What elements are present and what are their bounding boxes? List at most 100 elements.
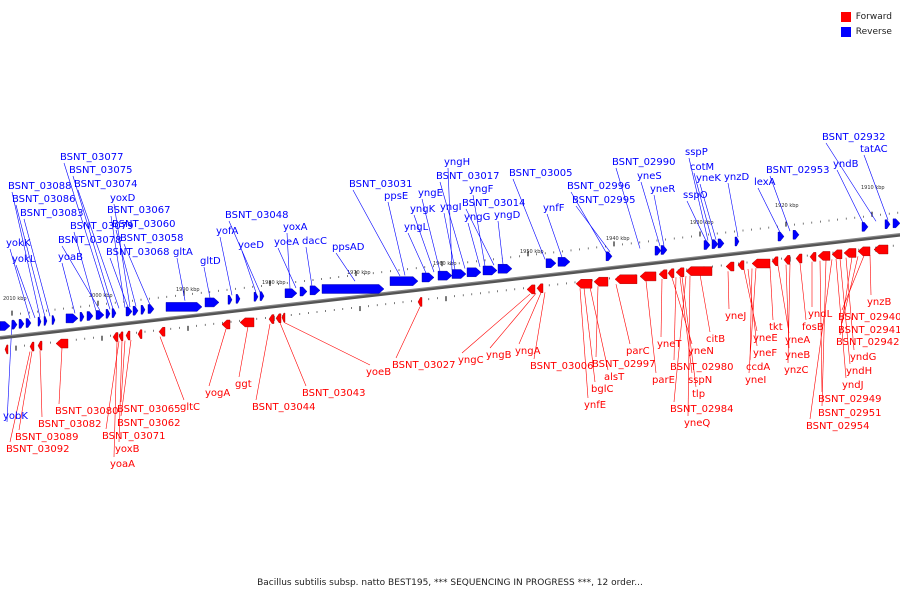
reverse-gene-arrow: [299, 286, 308, 297]
reverse-gene-arrow: [0, 321, 11, 331]
forward-gene-arrow: [751, 258, 771, 269]
gene-label: gltC: [180, 402, 200, 413]
gene-label: BSNT_03014: [462, 198, 525, 209]
reverse-gene-arrow: [25, 318, 32, 328]
leader-line: [688, 157, 709, 241]
gene-label: BSNT_03082: [38, 419, 101, 430]
gene-label: yngE: [418, 188, 443, 199]
reverse-gene-arrow: [235, 294, 241, 304]
axis-tick-label: 1920 kbp: [775, 203, 799, 209]
reverse-gene-arrow: [79, 312, 85, 322]
reverse-gene-arrow: [147, 304, 155, 314]
gene-label: yneR: [650, 184, 675, 195]
leader-line: [120, 339, 132, 417]
leader-line: [615, 167, 641, 249]
gene-label: yngL: [404, 222, 429, 233]
gene-label: yneQ: [684, 418, 710, 429]
reverse-gene-arrow: [204, 297, 220, 308]
reverse-gene-arrow: [884, 219, 891, 229]
reverse-gene-arrow: [253, 292, 259, 302]
leader-line: [305, 246, 313, 287]
leader-line: [546, 213, 563, 258]
leader-line: [687, 275, 691, 417]
gene-label: yndH: [846, 366, 872, 377]
leader-line: [283, 322, 371, 366]
leader-line: [570, 191, 607, 253]
leader-line: [109, 257, 129, 308]
gene-label: BSNT_03044: [252, 402, 315, 413]
gene-label: tkt: [769, 322, 783, 333]
leader-line: [407, 232, 427, 274]
axis-tick-label: 2010 kbp: [3, 296, 27, 302]
gene-label: BSNT_03075: [69, 165, 132, 176]
forward-gene-arrow: [158, 327, 166, 337]
axis-tick-label: 1940 kbp: [606, 236, 630, 242]
reverse-gene-arrow: [389, 276, 419, 286]
gene-label: cotM: [690, 162, 714, 173]
leader-line: [159, 336, 185, 401]
reverse-gene-arrow: [703, 240, 711, 250]
leader-line: [819, 260, 823, 393]
gene-label: ynfF: [543, 203, 565, 214]
label-leader-lines: [6, 142, 889, 458]
gene-label: yneT: [657, 339, 682, 350]
gene-label: BSNT_03006: [530, 361, 593, 372]
chromosome-backbone: [0, 233, 900, 340]
reverse-swatch: [840, 26, 851, 37]
gene-arrows: [0, 218, 900, 355]
gene-label: yngI: [440, 202, 462, 213]
gene-label: yneI: [745, 375, 766, 386]
leader-line: [61, 262, 76, 314]
gene-label: yneJ: [725, 311, 746, 322]
gene-label: BSNT_02951: [818, 408, 881, 419]
gene-label: yogA: [205, 388, 230, 399]
gene-label: BSNT_03068: [106, 247, 169, 258]
legend-forward-label: Forward: [855, 11, 892, 22]
forward-gene-arrow: [725, 261, 735, 272]
axis-tick-label: 1990 kbp: [176, 287, 200, 293]
leader-line: [113, 341, 118, 458]
legend: Forward Reverse: [840, 9, 892, 39]
forward-gene-arrow: [29, 341, 35, 352]
gene-label: BSNT_03065: [117, 404, 180, 415]
leader-line: [277, 247, 297, 289]
reverse-gene-arrow: [65, 313, 79, 324]
gene-label: BSNT_02941: [838, 325, 900, 336]
forward-gene-arrow: [783, 255, 791, 265]
gene-label: tlp: [692, 389, 705, 400]
leader-line: [11, 191, 41, 318]
leader-line: [439, 181, 466, 269]
gene-label: BSNT_03092: [6, 444, 69, 455]
reverse-gene-arrow: [227, 295, 233, 305]
axis-tick-label: 1980 kbp: [262, 280, 286, 286]
forward-gene-arrow: [37, 340, 43, 351]
gene-label: sspN: [688, 375, 712, 386]
leader-line: [387, 201, 406, 276]
leader-line: [255, 323, 271, 401]
gene-label: alsT: [604, 372, 625, 383]
leader-line: [673, 276, 687, 403]
leader-line: [699, 183, 717, 240]
gene-label: BSNT_03080: [55, 406, 118, 417]
leader-line: [219, 236, 233, 296]
gene-label: fosB: [802, 322, 824, 333]
leader-line: [653, 194, 665, 246]
reverse-gene-arrow: [132, 306, 139, 316]
gene-label: BSNT_02995: [572, 195, 635, 206]
axis-tick-label: 1970 kbp: [347, 270, 371, 276]
forward-gene-arrow: [575, 279, 593, 289]
leader-line: [443, 212, 456, 270]
gene-label: yndJ: [842, 380, 864, 391]
leader-line: [673, 277, 677, 361]
gene-label: yneN: [688, 346, 714, 357]
gene-label: bglC: [591, 384, 613, 395]
reverse-gene-arrow: [321, 284, 385, 294]
leader-line: [286, 232, 291, 289]
reverse-gene-arrow: [497, 264, 513, 274]
reverse-gene-arrow: [717, 238, 725, 249]
leader-line: [228, 220, 261, 293]
leader-line: [743, 269, 758, 332]
reverse-gene-arrow: [165, 302, 203, 312]
gene-label: BSNT_03088: [8, 181, 71, 192]
